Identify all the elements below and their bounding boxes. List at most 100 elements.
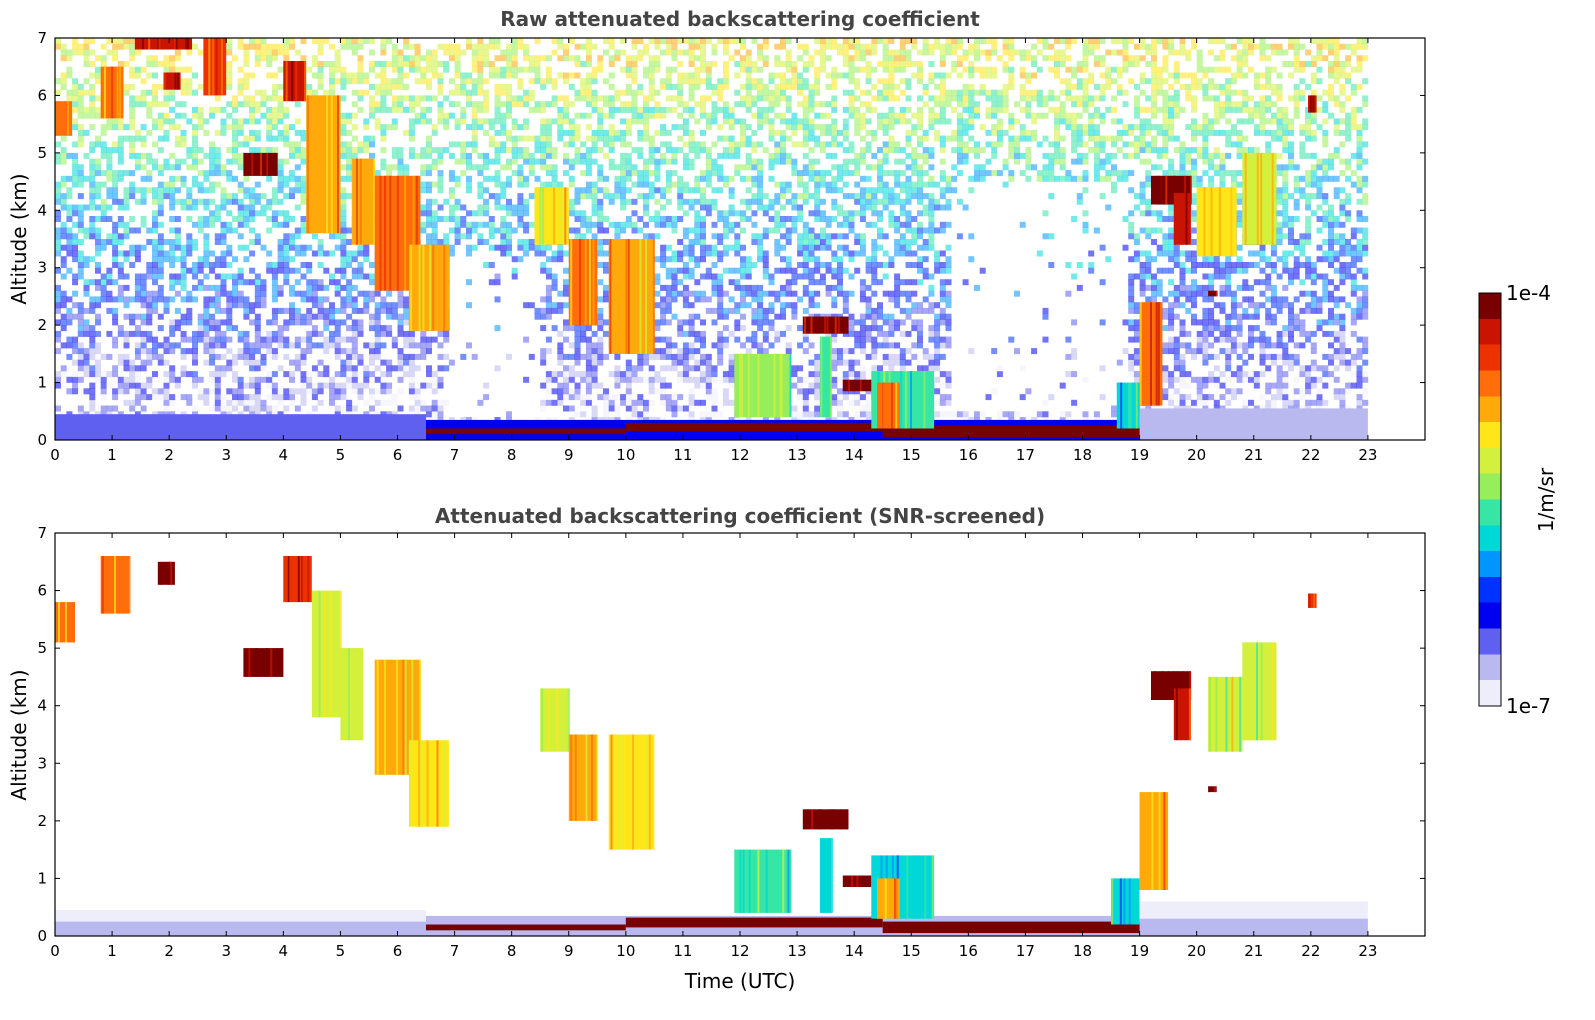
noise-cell xyxy=(397,353,404,360)
noise-cell xyxy=(677,319,684,326)
noise-cell xyxy=(660,112,667,119)
noise-cell xyxy=(209,353,216,360)
noise-cell xyxy=(271,371,278,378)
noise-cell xyxy=(540,124,547,131)
noise-cell xyxy=(808,164,815,171)
noise-cell xyxy=(260,279,267,286)
noise-cell xyxy=(254,365,261,372)
noise-cell xyxy=(89,405,96,412)
noise-cell xyxy=(83,106,90,113)
noise-cell xyxy=(637,38,644,44)
noise-cell xyxy=(374,399,381,406)
noise-cell xyxy=(471,164,478,171)
noise-cell xyxy=(380,325,387,332)
noise-cell xyxy=(197,227,204,234)
noise-cell xyxy=(237,348,244,355)
noise-cell xyxy=(146,376,153,383)
noise-cell xyxy=(243,49,250,56)
noise-cell xyxy=(357,38,364,44)
noise-cell xyxy=(819,262,826,268)
noise-cell xyxy=(374,388,381,395)
noise-cell xyxy=(174,279,181,286)
noise-cell xyxy=(277,239,284,245)
noise-cell xyxy=(174,256,181,263)
noise-cell xyxy=(197,221,204,228)
noise-cell xyxy=(648,158,655,165)
noise-cell xyxy=(283,158,290,165)
noise-cell xyxy=(66,175,73,182)
noise-cell xyxy=(717,135,724,142)
noise-cell xyxy=(192,72,198,79)
noise-cell xyxy=(89,296,96,303)
noise-cell xyxy=(568,38,575,44)
noise-cell xyxy=(705,66,712,73)
noise-cell xyxy=(260,43,267,50)
noise-cell xyxy=(705,411,712,418)
noise-cell xyxy=(682,78,689,85)
noise-cell xyxy=(397,49,404,56)
noise-cell xyxy=(311,302,318,309)
noise-cell xyxy=(340,78,347,85)
noise-cell xyxy=(654,273,661,280)
noise-cell xyxy=(266,112,273,119)
noise-cell xyxy=(608,193,615,200)
noise-cell xyxy=(197,376,204,383)
noise-cell xyxy=(494,141,501,148)
noise-cell xyxy=(214,388,221,395)
noise-cell xyxy=(203,302,210,309)
noise-cell xyxy=(283,405,290,412)
noise-cell xyxy=(740,290,746,297)
noise-cell xyxy=(700,336,706,343)
noise-cell xyxy=(488,66,495,73)
noise-cell xyxy=(249,43,256,50)
noise-cell xyxy=(523,204,530,211)
noise-cell xyxy=(654,106,661,113)
noise-cell xyxy=(740,325,746,332)
noise-cell xyxy=(300,371,307,378)
noise-cell xyxy=(380,61,387,67)
noise-cell xyxy=(152,83,158,90)
noise-cell xyxy=(77,170,84,177)
noise-cell xyxy=(797,262,804,268)
noise-cell xyxy=(300,290,307,297)
noise-cell xyxy=(768,152,775,159)
noise-cell xyxy=(637,147,644,154)
noise-cell xyxy=(580,78,587,85)
noise-cell xyxy=(414,101,421,108)
noise-cell xyxy=(814,256,821,263)
noise-cell xyxy=(426,239,432,245)
noise-cell xyxy=(117,135,124,142)
noise-cell xyxy=(585,227,592,234)
noise-cell xyxy=(665,181,672,188)
noise-cell xyxy=(728,112,735,119)
noise-cell xyxy=(802,152,809,159)
noise-cell xyxy=(83,284,90,291)
noise-cell xyxy=(454,49,461,56)
noise-cell xyxy=(711,164,718,171)
noise-cell xyxy=(134,101,141,108)
noise-cell xyxy=(152,187,158,194)
noise-cell xyxy=(540,78,547,85)
noise-cell xyxy=(197,170,204,177)
noise-cell xyxy=(557,43,564,50)
noise-cell xyxy=(106,193,113,200)
noise-cell xyxy=(95,302,101,309)
noise-cell xyxy=(55,319,61,326)
noise-cell xyxy=(192,181,198,188)
noise-cell xyxy=(785,302,792,309)
noise-cell xyxy=(60,365,67,372)
noise-cell xyxy=(580,152,587,159)
noise-cell xyxy=(55,307,61,314)
noise-cell xyxy=(694,348,701,355)
noise-cell xyxy=(277,83,284,90)
noise-cell xyxy=(83,49,90,56)
noise-cell xyxy=(591,95,598,102)
noise-cell xyxy=(585,101,592,108)
noise-cell xyxy=(340,221,347,228)
noise-cell xyxy=(146,175,153,182)
noise-cell xyxy=(243,216,250,222)
noise-cell xyxy=(774,313,781,320)
noise-cell xyxy=(785,106,792,113)
noise-cell xyxy=(580,83,587,90)
noise-cell xyxy=(226,193,233,200)
